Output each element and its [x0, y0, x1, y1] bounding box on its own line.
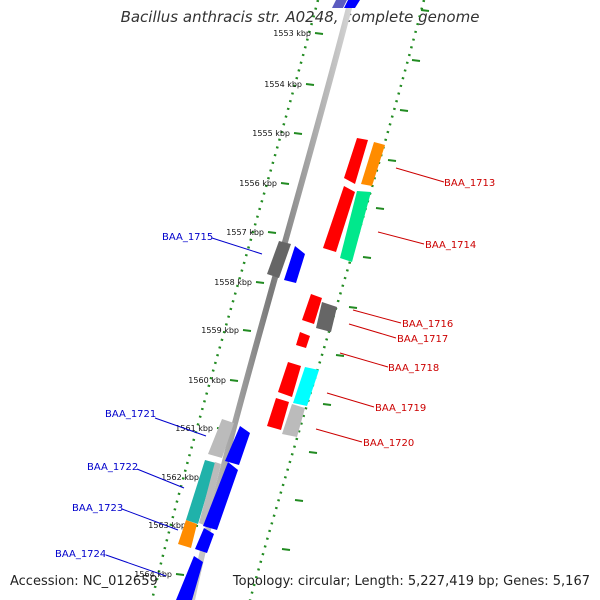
tick-label: 1562 kbp [161, 473, 199, 482]
gene-baa-1718 [296, 332, 310, 348]
label-baa-1718[interactable]: BAA_1718 [388, 363, 439, 374]
tick-mark [267, 231, 277, 234]
callout-line-baa-1720 [315, 428, 363, 443]
callout-line-baa-1717 [348, 323, 397, 339]
gene-baa-1720-red [267, 398, 289, 430]
tick-mark-right [387, 159, 397, 162]
callout-line-baa-1713 [395, 167, 445, 183]
gene-top-forward-2 [332, 0, 347, 8]
tick-label: 1556 kbp [239, 179, 277, 188]
callout-line-baa-1722 [136, 468, 185, 489]
tick-label: 1554 kbp [264, 80, 302, 89]
tick-label: 1561 kbp [175, 424, 213, 433]
tick-mark-right [420, 9, 430, 12]
tick-mark [242, 329, 252, 332]
label-baa-1722[interactable]: BAA_1722 [87, 462, 138, 473]
gene-baa-1720-gray [282, 404, 305, 437]
topology-label: Topology: circular; Length: 5,227,419 bp… [232, 574, 590, 589]
left-tick-ruler [150, 0, 320, 600]
gene-baa-1723-orange [178, 520, 197, 548]
label-baa-1719[interactable]: BAA_1719 [375, 403, 426, 414]
label-baa-1716[interactable]: BAA_1716 [402, 319, 453, 330]
label-baa-1715[interactable]: BAA_1715 [162, 232, 213, 243]
tick-label: 1559 kbp [201, 326, 239, 335]
callout-line-baa-1723 [121, 508, 179, 531]
accession-label: Accession: NC_012659 [10, 574, 158, 589]
label-baa-1721[interactable]: BAA_1721 [105, 409, 156, 420]
gene-baa-1716 [302, 294, 322, 324]
gene-baa-1713-orange [361, 142, 385, 186]
tick-label: 1564 kbp [134, 570, 172, 579]
tick-mark [293, 132, 303, 135]
gene-baa-1723-blue [195, 528, 214, 553]
tick-mark-right [399, 109, 409, 112]
gene-baa-1719-red [278, 362, 301, 397]
gene-baa-1721-blue [225, 426, 250, 465]
tick-mark-right [294, 499, 304, 502]
callout-line-baa-1718 [339, 352, 389, 368]
tick-mark [255, 281, 265, 284]
gene-baa-1714-red [323, 186, 355, 252]
label-baa-1724[interactable]: BAA_1724 [55, 549, 106, 560]
tick-mark [175, 573, 185, 576]
tick-mark-right [348, 306, 358, 309]
gene-baa-1722-lightgray [199, 462, 221, 526]
tick-label: 1558 kbp [214, 278, 252, 287]
gene-baa-1717 [316, 302, 337, 332]
label-baa-1720[interactable]: BAA_1720 [363, 438, 414, 449]
map-title: Bacillus anthracis str. A0248, complete … [120, 8, 480, 26]
tick-mark-right [322, 403, 332, 406]
right-tick-ruler [248, 0, 426, 600]
tick-mark-right [335, 354, 345, 357]
gene-baa-1719-cyan [293, 367, 319, 406]
label-baa-1717[interactable]: BAA_1717 [397, 334, 448, 345]
tick-mark [305, 83, 315, 86]
callout-line-baa-1716 [352, 309, 402, 324]
tick-mark-right [411, 59, 421, 62]
tick-mark [229, 379, 239, 382]
tick-label: 1557 kbp [226, 228, 264, 237]
tick-label: 1555 kbp [252, 129, 290, 138]
gene-baa-1714-mint [340, 191, 371, 262]
tick-mark-right [308, 451, 318, 454]
tick-mark-right [281, 548, 291, 551]
callout-line-baa-1715 [211, 237, 263, 255]
callout-line-baa-1721 [154, 417, 207, 437]
gene-baa-1715-blue [284, 246, 305, 283]
label-baa-1714[interactable]: BAA_1714 [425, 240, 476, 251]
label-baa-1723[interactable]: BAA_1723 [72, 503, 123, 514]
callout-line-baa-1714 [377, 231, 425, 245]
gene-baa-1713-red [344, 138, 368, 184]
gene-baa-1722-blue [203, 462, 238, 530]
gene-baa-1724-blue [176, 556, 203, 600]
tick-label: 1560 kbp [188, 376, 226, 385]
gene-baa-1721-lightgray [208, 419, 234, 458]
tick-mark [314, 32, 324, 35]
tick-mark [280, 182, 290, 185]
gene-baa-1722-teal [186, 460, 216, 524]
tick-label: 1553 kbp [273, 29, 311, 38]
gene-top-forward [344, 0, 360, 8]
tick-mark-right [362, 256, 372, 259]
callout-line-baa-1724 [105, 554, 167, 577]
tick-mark-right [375, 207, 385, 210]
gene-baa-1715-gray [267, 241, 291, 278]
callout-line-baa-1719 [326, 392, 375, 408]
label-baa-1713[interactable]: BAA_1713 [444, 178, 495, 189]
